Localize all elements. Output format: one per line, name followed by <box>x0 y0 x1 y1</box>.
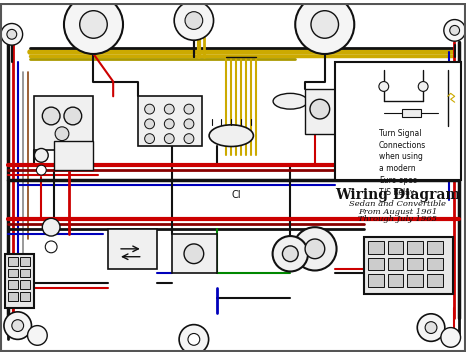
Bar <box>35 96 93 151</box>
Circle shape <box>64 0 123 54</box>
Bar <box>108 229 157 268</box>
Bar <box>427 241 443 254</box>
Bar <box>368 274 384 287</box>
Text: Wiring Diagram: Wiring Diagram <box>335 188 460 202</box>
Circle shape <box>64 107 82 125</box>
Circle shape <box>35 148 48 162</box>
Ellipse shape <box>209 125 254 147</box>
Circle shape <box>311 11 338 38</box>
Bar <box>172 234 217 273</box>
Circle shape <box>164 104 174 114</box>
Circle shape <box>450 26 460 35</box>
Circle shape <box>305 239 325 259</box>
Bar <box>8 257 18 266</box>
Circle shape <box>273 236 308 272</box>
Bar <box>368 241 384 254</box>
Text: Through July 1965: Through July 1965 <box>358 215 437 223</box>
Circle shape <box>46 241 57 253</box>
Circle shape <box>184 134 194 143</box>
Bar <box>427 258 443 271</box>
Circle shape <box>179 324 209 354</box>
Text: From August 1961: From August 1961 <box>358 208 437 215</box>
Bar <box>364 237 453 294</box>
Bar <box>388 274 403 287</box>
Circle shape <box>425 322 437 333</box>
Circle shape <box>310 99 330 119</box>
Bar <box>388 258 403 271</box>
Bar <box>368 258 384 271</box>
Circle shape <box>4 312 31 339</box>
Ellipse shape <box>273 93 308 109</box>
Bar <box>54 141 93 170</box>
Bar <box>427 274 443 287</box>
Text: Sedan and Convertible: Sedan and Convertible <box>349 200 446 208</box>
Bar <box>388 241 403 254</box>
Circle shape <box>7 29 17 39</box>
Bar <box>408 258 423 271</box>
Circle shape <box>12 320 24 332</box>
Circle shape <box>42 218 60 236</box>
Circle shape <box>164 119 174 129</box>
Circle shape <box>80 11 107 38</box>
Bar <box>8 292 18 301</box>
Bar <box>8 280 18 289</box>
Circle shape <box>185 12 203 29</box>
Circle shape <box>293 227 337 271</box>
Bar <box>20 257 29 266</box>
Bar <box>8 268 18 277</box>
Circle shape <box>145 104 155 114</box>
Circle shape <box>1 23 23 45</box>
Bar <box>138 96 202 146</box>
Circle shape <box>27 326 47 345</box>
Circle shape <box>145 134 155 143</box>
Circle shape <box>164 134 174 143</box>
Bar <box>305 89 335 134</box>
Circle shape <box>55 127 69 141</box>
Circle shape <box>174 1 214 40</box>
Bar <box>408 241 423 254</box>
Circle shape <box>36 165 46 175</box>
Circle shape <box>188 333 200 345</box>
Circle shape <box>283 246 298 262</box>
Text: Turn Signal
Connections
when using
a modern
Euro-spec
T/S Relay: Turn Signal Connections when using a mod… <box>379 129 426 197</box>
Circle shape <box>418 82 428 91</box>
Bar <box>20 292 29 301</box>
Bar <box>5 254 35 308</box>
Circle shape <box>444 20 465 41</box>
Bar <box>335 62 461 180</box>
Circle shape <box>441 328 461 347</box>
Circle shape <box>184 104 194 114</box>
Bar <box>20 268 29 277</box>
Bar <box>20 280 29 289</box>
Circle shape <box>42 107 60 125</box>
Circle shape <box>417 314 445 342</box>
Circle shape <box>184 119 194 129</box>
Text: CI: CI <box>231 190 241 200</box>
Bar <box>401 109 421 117</box>
Bar <box>408 274 423 287</box>
Circle shape <box>295 0 354 54</box>
Circle shape <box>379 82 389 91</box>
Circle shape <box>184 244 204 264</box>
Circle shape <box>145 119 155 129</box>
